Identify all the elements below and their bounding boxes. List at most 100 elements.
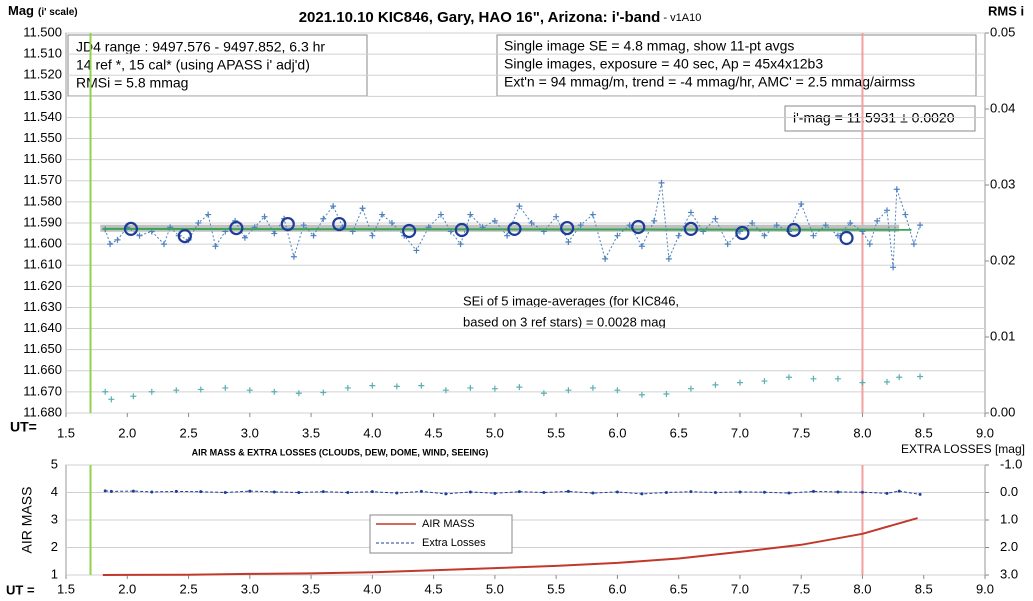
point <box>897 489 901 493</box>
point <box>638 391 645 398</box>
point <box>834 375 841 382</box>
point <box>665 255 672 262</box>
point <box>917 373 924 380</box>
point <box>330 203 337 210</box>
point <box>810 232 817 239</box>
x-tick-label: 2.5 <box>179 425 197 440</box>
y-tick-label: 11.510 <box>23 46 62 61</box>
x-tick-label: 3.5 <box>302 425 320 440</box>
x-tick-label: 2.0 <box>118 581 136 596</box>
point <box>174 489 178 493</box>
point <box>437 211 444 218</box>
y-tick-label: 4 <box>51 484 58 499</box>
x-tick-label: 1.5 <box>57 425 75 440</box>
point <box>442 387 449 394</box>
y-tick-label: 11.670 <box>23 383 62 398</box>
note-text: SEi of 5 image-averages (for KIC846, <box>463 293 679 308</box>
point <box>811 489 815 493</box>
settings-text: Ext'n = 94 mmag/m, trend = -4 mmag/hr, A… <box>504 74 915 90</box>
x-axis-title: UT = <box>6 582 35 597</box>
point <box>798 201 805 207</box>
point <box>687 209 694 216</box>
average-point <box>177 228 192 244</box>
point <box>589 211 596 218</box>
point <box>271 388 278 395</box>
point <box>493 491 497 495</box>
point <box>885 491 889 495</box>
y-tick-label: 11.500 <box>23 24 62 39</box>
y-tick-label: 11.560 <box>23 151 62 166</box>
point <box>565 387 572 394</box>
point <box>107 241 114 248</box>
info-text: 14 ref *, 15 cal* (using APASS i' adj'd) <box>76 57 310 73</box>
point <box>136 232 143 239</box>
y-tick-label: 11.520 <box>23 67 62 82</box>
point <box>591 491 595 495</box>
y2-tick-label: 0.03 <box>990 176 1015 191</box>
x-tick-label: 9.0 <box>976 581 994 596</box>
y-tick-label: 11.610 <box>23 257 62 272</box>
point <box>418 382 425 389</box>
y-tick-label: 11.580 <box>23 193 62 208</box>
point <box>295 390 302 397</box>
average-point <box>507 221 522 237</box>
x-tick-label: 3.0 <box>241 425 259 440</box>
x-tick-label: 7.0 <box>731 425 749 440</box>
point <box>910 241 917 248</box>
point <box>199 490 203 494</box>
point <box>761 232 768 239</box>
point <box>542 491 546 494</box>
point <box>195 220 202 226</box>
point <box>736 379 743 386</box>
average-point <box>454 222 469 238</box>
x-tick-label: 2.5 <box>179 581 197 596</box>
point <box>457 241 464 248</box>
point <box>917 222 924 229</box>
y2-tick-label: 2.0 <box>1000 539 1018 554</box>
point <box>310 232 317 239</box>
title-note: - v1A10 <box>660 12 701 24</box>
point <box>212 243 219 250</box>
average-point <box>332 216 347 232</box>
y-axis-title: AIR MASS <box>19 487 35 554</box>
point <box>664 491 668 494</box>
average-point <box>683 221 699 237</box>
x-tick-label: 9.0 <box>976 425 994 440</box>
x-tick-label: 6.5 <box>670 581 688 596</box>
x-tick-label: 6.0 <box>608 425 626 440</box>
settings-box <box>496 34 977 97</box>
x-tick-label: 7.5 <box>792 581 810 596</box>
legend-label: AIR MASS <box>422 518 475 530</box>
point <box>602 255 609 262</box>
chart-title: 2021.10.10 KIC846, Gary, HAO 16", Arizon… <box>299 9 702 26</box>
y-tick-label: 11.620 <box>23 278 62 293</box>
point <box>131 489 135 493</box>
y-tick-label: 11.600 <box>23 236 62 251</box>
point <box>246 387 253 394</box>
x-tick-label: 5.0 <box>486 425 504 440</box>
y-tick-label: 11.630 <box>23 299 62 314</box>
point <box>724 241 731 248</box>
point <box>173 387 180 394</box>
point <box>388 220 395 226</box>
y-tick-label: 11.680 <box>23 404 62 419</box>
y2-tick-label: 0.02 <box>990 252 1015 267</box>
point <box>114 236 121 243</box>
average-point <box>280 216 295 232</box>
point <box>222 384 229 391</box>
info-text: RMSi = 5.8 mmag <box>76 75 188 91</box>
y2-tick-label: 0.04 <box>990 100 1015 115</box>
point <box>883 378 890 385</box>
series-line <box>102 517 918 576</box>
point <box>491 385 498 392</box>
point <box>467 384 474 391</box>
y-tick-label: 11.550 <box>23 130 62 145</box>
point <box>321 490 325 494</box>
x-tick-label: 1.5 <box>57 581 75 596</box>
point <box>847 220 854 226</box>
y-tick-label: 3 <box>51 511 58 526</box>
point <box>883 207 890 214</box>
point <box>161 241 168 248</box>
point <box>491 217 498 224</box>
y2-tick-label: 0.05 <box>990 24 1015 39</box>
